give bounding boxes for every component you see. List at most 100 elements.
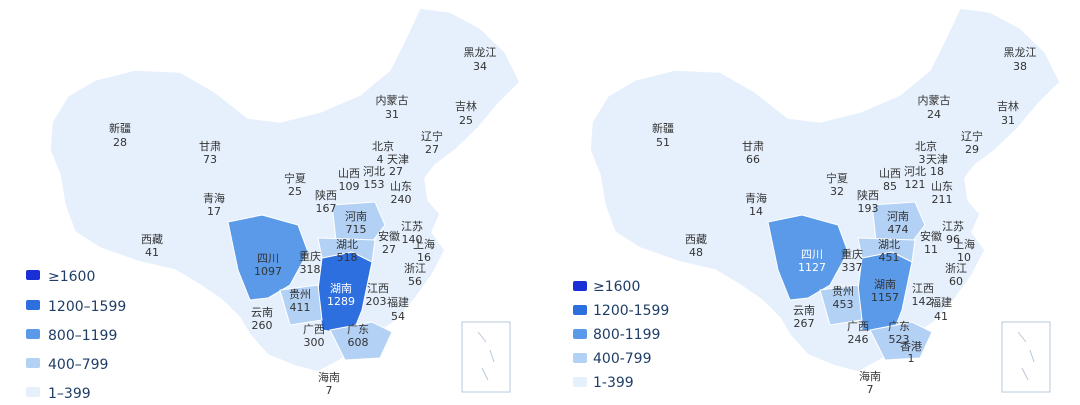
legend-label-1200-1599: 1200-1599 xyxy=(593,303,669,319)
label-hunan-value: 1157 xyxy=(871,291,899,304)
legend-swatch-1-399 xyxy=(26,387,40,397)
label-shaanxi-name: 陕西 xyxy=(857,188,879,202)
province-labels: 黑龙江 38 内蒙古 24 吉林 31 新疆 51 辽宁 29 甘肃 66 北京… xyxy=(652,46,1037,396)
label-fujian-value: 54 xyxy=(391,310,405,323)
legend-swatch-1200-1599 xyxy=(573,305,587,315)
label-anhui-name: 安徽 xyxy=(378,229,400,243)
label-jiangsu-value: 140 xyxy=(402,233,423,246)
region-guizhou xyxy=(279,284,323,326)
label-heilongjiang-value: 38 xyxy=(1013,60,1027,73)
label-qinghai-name: 青海 xyxy=(745,191,767,205)
label-hebei-name: 河北 xyxy=(363,165,385,178)
legend-swatch-ge1600 xyxy=(26,270,40,280)
label-guangxi-name: 广西 xyxy=(303,323,325,336)
label-liaoning-value: 27 xyxy=(425,143,439,156)
legend-swatch-400-799 xyxy=(26,358,40,368)
label-xinjiang-value: 51 xyxy=(656,136,670,149)
choropleth-map-right: 黑龙江 38 内蒙古 24 吉林 31 新疆 51 辽宁 29 甘肃 66 北京… xyxy=(540,0,1080,405)
label-shanxi-name: 山西 xyxy=(338,167,360,180)
region-guangdong xyxy=(869,321,933,361)
label-liaoning-value: 29 xyxy=(965,143,979,156)
label-shanghai-value: 16 xyxy=(417,251,431,264)
label-hongkong-value: 1 xyxy=(908,352,915,365)
legend-swatch-800-1199 xyxy=(573,329,587,339)
label-neimenggu-name: 内蒙古 xyxy=(376,93,409,107)
label-jilin-name: 吉林 xyxy=(455,99,477,113)
legend-swatch-1200-1599 xyxy=(26,300,40,310)
map-left-svg: 黑龙江 34 内蒙古 31 吉林 25 新疆 28 辽宁 27 甘肃 73 北京… xyxy=(26,7,521,402)
label-shaanxi-value: 193 xyxy=(858,202,879,215)
legend-label-800-1199: 800–1199 xyxy=(48,328,117,344)
label-hainan-name: 海南 xyxy=(859,369,881,383)
label-heilongjiang-name: 黑龙江 xyxy=(464,46,497,59)
label-shanghai-name: 上海 xyxy=(953,237,975,251)
label-guangxi-value: 246 xyxy=(848,333,869,346)
label-sichuan-name: 四川 xyxy=(801,248,823,261)
label-yunnan-name: 云南 xyxy=(251,306,273,319)
label-fujian-value: 41 xyxy=(934,310,948,323)
label-xizang-name: 西藏 xyxy=(685,233,707,246)
label-neimenggu-value: 24 xyxy=(927,108,941,121)
label-hebei-value: 153 xyxy=(364,178,385,191)
label-chongqing-name: 重庆 xyxy=(299,249,321,263)
province-labels: 黑龙江 34 内蒙古 31 吉林 25 新疆 28 辽宁 27 甘肃 73 北京… xyxy=(109,46,497,397)
label-zhejiang-name: 浙江 xyxy=(945,262,967,275)
label-shanghai-name: 上海 xyxy=(413,237,435,251)
label-chongqing-value: 337 xyxy=(842,261,863,274)
label-tianjin-value: 27 xyxy=(389,165,403,178)
label-qinghai-value: 17 xyxy=(207,205,221,218)
choropleth-map-left: 黑龙江 34 内蒙古 31 吉林 25 新疆 28 辽宁 27 甘肃 73 北京… xyxy=(26,7,521,402)
region-hubei xyxy=(857,237,916,263)
label-qinghai-value: 14 xyxy=(749,205,763,218)
label-hainan-name: 海南 xyxy=(318,370,340,384)
label-neimenggu-value: 31 xyxy=(385,108,399,121)
label-jiangxi-name: 江西 xyxy=(367,282,389,295)
label-yunnan-value: 260 xyxy=(252,319,273,332)
label-beijing-value: 4 xyxy=(377,153,384,166)
inset-islands xyxy=(477,331,495,381)
label-hubei-name: 湖北 xyxy=(878,238,900,251)
region-hubei xyxy=(317,237,376,263)
label-jiangxi-value: 142 xyxy=(912,295,933,308)
label-hongkong-name: 香港 xyxy=(900,340,922,353)
map-right-svg: 黑龙江 38 内蒙古 24 吉林 31 新疆 51 辽宁 29 甘肃 66 北京… xyxy=(573,7,1061,396)
label-hebei-name: 河北 xyxy=(904,165,926,178)
label-shandong-name: 山东 xyxy=(931,180,953,193)
label-tianjin-name: 天津 xyxy=(926,153,948,166)
label-xinjiang-name: 新疆 xyxy=(652,121,674,135)
label-heilongjiang-name: 黑龙江 xyxy=(1004,46,1037,59)
label-guangxi-name: 广西 xyxy=(847,320,869,333)
label-guizhou-name: 贵州 xyxy=(289,288,311,301)
label-gansu-value: 73 xyxy=(203,153,217,166)
label-beijing-name: 北京 xyxy=(372,139,394,153)
label-guangxi-value: 300 xyxy=(304,336,325,349)
label-gansu-value: 66 xyxy=(746,153,760,166)
legend-left: ≥1600 1200–1599 800–1199 400–799 1–399 xyxy=(26,269,126,402)
label-jiangsu-name: 江苏 xyxy=(942,220,964,233)
label-jiangsu-name: 江苏 xyxy=(401,220,423,233)
south-china-sea-inset xyxy=(1001,321,1051,393)
label-shandong-value: 211 xyxy=(932,193,953,206)
label-chongqing-name: 重庆 xyxy=(841,247,863,261)
legend-swatch-400-799 xyxy=(573,353,587,363)
label-zhejiang-name: 浙江 xyxy=(404,262,426,275)
legend-right: ≥1600 1200-1599 800-1199 400-799 1-399 xyxy=(573,279,669,391)
label-ningxia-value: 32 xyxy=(830,185,844,198)
legend-label-1200-1599: 1200–1599 xyxy=(48,299,126,315)
label-xizang-name: 西藏 xyxy=(141,233,163,246)
label-yunnan-value: 267 xyxy=(794,317,815,330)
legend-label-ge1600: ≥1600 xyxy=(593,279,640,295)
label-fujian-name: 福建 xyxy=(930,295,952,309)
label-guangdong-name: 广东 xyxy=(347,323,369,336)
label-shandong-name: 山东 xyxy=(390,180,412,193)
legend-label-ge1600: ≥1600 xyxy=(48,269,95,285)
label-hunan-name: 湖南 xyxy=(874,278,896,291)
label-guizhou-value: 453 xyxy=(833,298,854,311)
label-zhejiang-value: 60 xyxy=(949,275,963,288)
legend-swatch-ge1600 xyxy=(573,281,587,291)
label-jiangxi-value: 203 xyxy=(366,295,387,308)
label-gansu-name: 甘肃 xyxy=(742,140,764,153)
label-chongqing-value: 318 xyxy=(300,263,321,276)
label-jilin-value: 31 xyxy=(1001,114,1015,127)
label-guangdong-value: 608 xyxy=(348,336,369,349)
